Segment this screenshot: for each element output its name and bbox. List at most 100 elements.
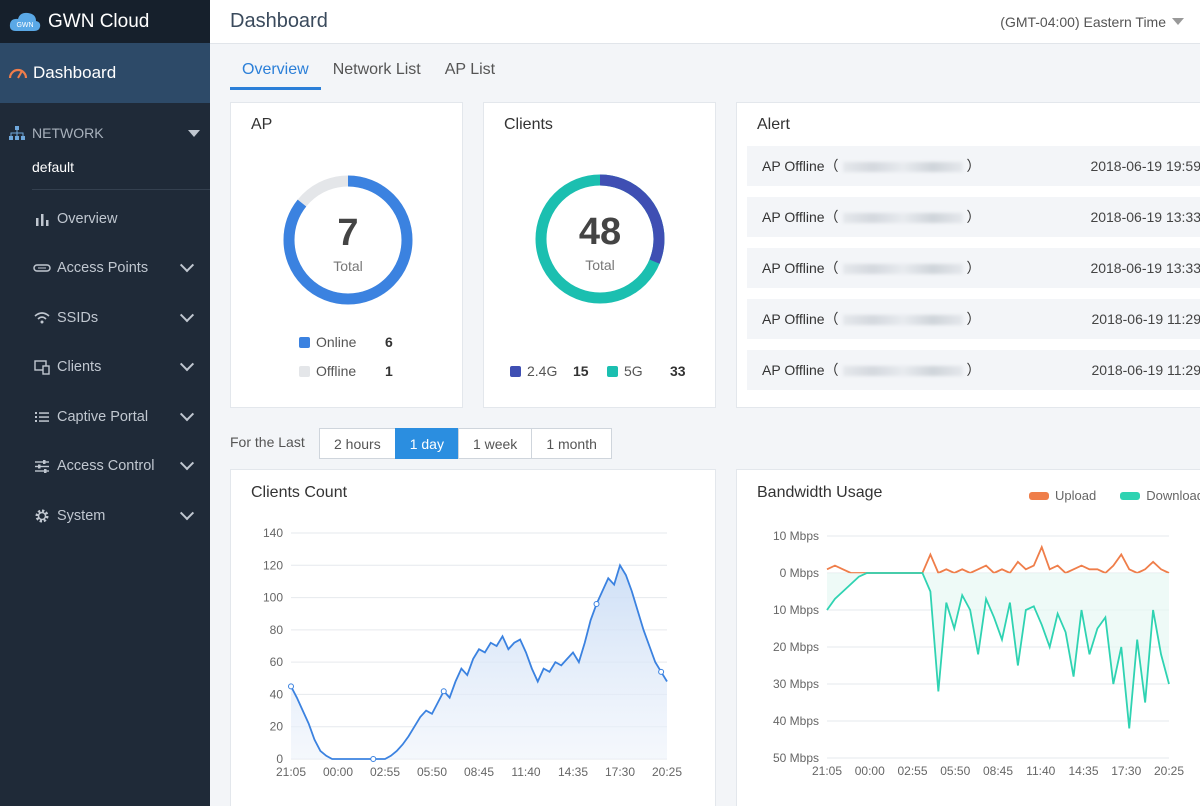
devices-icon — [33, 360, 51, 375]
alert-row[interactable]: AP Offline（） 2018-06-19 11:29 — [747, 299, 1200, 339]
range-1-week-button[interactable]: 1 week — [457, 428, 533, 459]
x-tick-label: 21:05 — [276, 765, 306, 779]
alert-row[interactable]: AP Offline（） 2018-06-19 11:29 — [747, 350, 1200, 390]
legend-online: Online 6 — [299, 334, 393, 350]
y-tick-label: 40 — [270, 687, 284, 701]
tab-bar: Overview Network List AP List — [230, 55, 507, 90]
range-2-hours-button[interactable]: 2 hours — [319, 428, 396, 459]
chevron-down-icon — [179, 357, 195, 372]
download-area-fill — [827, 573, 1169, 729]
ap-total-value: 7 — [337, 212, 358, 254]
chevron-down-icon — [179, 505, 195, 520]
clients-area-fill — [291, 565, 667, 759]
divider — [32, 189, 210, 190]
5g-count: 33 — [670, 363, 686, 379]
sidebar-item-label: Dashboard — [33, 63, 117, 82]
gear-icon — [33, 508, 51, 524]
sidebar-item-clients[interactable]: Clients — [0, 343, 210, 393]
alert-message: AP Offline — [762, 311, 825, 327]
y-tick-label: 120 — [263, 558, 283, 572]
upload-swatch — [1029, 491, 1049, 500]
legend-2g: 2.4G 15 5G 33 — [510, 363, 686, 379]
x-tick-label: 21:05 — [812, 764, 842, 778]
data-point — [370, 756, 377, 762]
redacted-mac — [842, 366, 963, 377]
x-tick-label: 14:35 — [558, 765, 588, 779]
sidebar-item-label: Captive Portal — [57, 408, 149, 425]
chevron-down-icon — [179, 456, 195, 471]
clients-count-card: Clients Count 0 20 40 60 80 100 120 140 21:05 00:… — [230, 469, 716, 806]
y-tick-label: 0 Mbps — [780, 566, 819, 580]
y-tick-label: 10 Mbps — [773, 529, 819, 543]
alert-row[interactable]: AP Offline（） 2018-06-19 13:33 — [747, 197, 1200, 237]
x-tick-label: 17:30 — [605, 765, 635, 779]
y-tick-label: 20 Mbps — [773, 640, 819, 654]
sidebar-item-overview[interactable]: Overview — [0, 194, 210, 244]
tab-ap-list[interactable]: AP List — [444, 61, 496, 78]
wifi-icon — [33, 311, 51, 324]
y-tick-label: 0 — [276, 752, 283, 766]
range-1-day-button[interactable]: 1 day — [394, 428, 459, 459]
x-tick-label: 11:40 — [511, 765, 540, 779]
y-tick-label: 10 Mbps — [773, 603, 819, 617]
clients-count-chart: 0 20 40 60 80 100 120 140 21:05 00:00 02:55 05:50 08… — [263, 526, 682, 779]
x-tick-label: 05:50 — [417, 765, 447, 779]
legend-download: Download — [1146, 488, 1200, 503]
download-swatch — [1120, 491, 1141, 500]
x-tick-label: 17:30 — [1111, 764, 1141, 778]
2g-swatch — [510, 365, 521, 377]
sidebar-item-access-points[interactable]: Access Points — [0, 244, 210, 294]
alert-message: AP Offline — [762, 158, 825, 174]
alert-card-title: Alert — [757, 116, 790, 133]
alert-time: 2018-06-19 11:29 — [1091, 362, 1200, 378]
tab-network-list[interactable]: Network List — [332, 61, 421, 78]
2g-count: 15 — [573, 363, 589, 379]
sidebar-item-ssids[interactable]: SSIDs — [0, 293, 210, 343]
bandwidth-title: Bandwidth Usage — [757, 484, 883, 501]
x-tick-label: 00:00 — [323, 765, 353, 779]
redacted-mac — [842, 162, 963, 173]
data-point — [593, 601, 600, 608]
alert-row[interactable]: AP Offline（） 2018-06-19 19:59 — [747, 146, 1200, 186]
5g-swatch — [607, 365, 618, 377]
x-tick-label: 11:40 — [1026, 764, 1055, 778]
range-1-month-button[interactable]: 1 month — [531, 428, 612, 459]
tab-overview[interactable]: Overview — [230, 55, 321, 90]
alert-row[interactable]: AP Offline（） 2018-06-19 13:33 — [747, 248, 1200, 288]
network-name: default — [32, 159, 75, 175]
redacted-mac — [842, 213, 963, 224]
bandwidth-card: Bandwidth Usage Upload Download 10 Mbps 0… — [736, 469, 1200, 806]
sidebar-item-system[interactable]: System — [0, 491, 210, 541]
alert-card: Alert AP Offline（） 2018-06-19 19:59 AP Of… — [736, 102, 1200, 408]
clients-donut-chart: 48 Total — [535, 174, 665, 304]
x-tick-label: 20:25 — [652, 765, 682, 779]
x-tick-label: 20:25 — [1154, 764, 1184, 778]
x-tick-label: 02:55 — [897, 764, 927, 778]
network-selector[interactable]: NETWORK — [0, 107, 210, 159]
clients-count-title: Clients Count — [251, 484, 348, 501]
y-tick-label: 20 — [270, 720, 284, 734]
clients-total-value: 48 — [579, 211, 621, 253]
page-title: Dashboard — [230, 10, 328, 32]
alert-time: 2018-06-19 19:59 — [1090, 158, 1200, 174]
legend-upload: Upload — [1055, 488, 1097, 503]
clients-donut-2g-arc — [535, 174, 665, 304]
y-tick-label: 40 Mbps — [773, 714, 819, 728]
sidebar-item-dashboard[interactable]: Dashboard — [0, 43, 210, 103]
caret-down-icon — [1172, 18, 1184, 25]
offline-count: 1 — [385, 363, 393, 379]
sliders-icon — [33, 459, 51, 473]
clients-card: Clients 48 Total 2.4G 15 5G 33 — [483, 102, 716, 408]
sidebar-item-access-control[interactable]: Access Control — [0, 442, 210, 492]
alert-time: 2018-06-19 13:33 — [1090, 209, 1200, 225]
alert-message: AP Offline — [762, 260, 825, 276]
redacted-mac — [842, 264, 963, 275]
timezone-selector[interactable]: (GMT-04:00) Eastern Time — [1000, 14, 1184, 30]
download-series-line — [826, 572, 1170, 729]
network-tree-icon — [9, 126, 25, 140]
clients-total-label: Total — [585, 257, 615, 273]
sidebar-item-label: System — [57, 507, 106, 524]
y-tick-label: 100 — [263, 591, 283, 605]
legend-label: Online — [316, 334, 357, 350]
sidebar-item-captive-portal[interactable]: Captive Portal — [0, 392, 210, 442]
